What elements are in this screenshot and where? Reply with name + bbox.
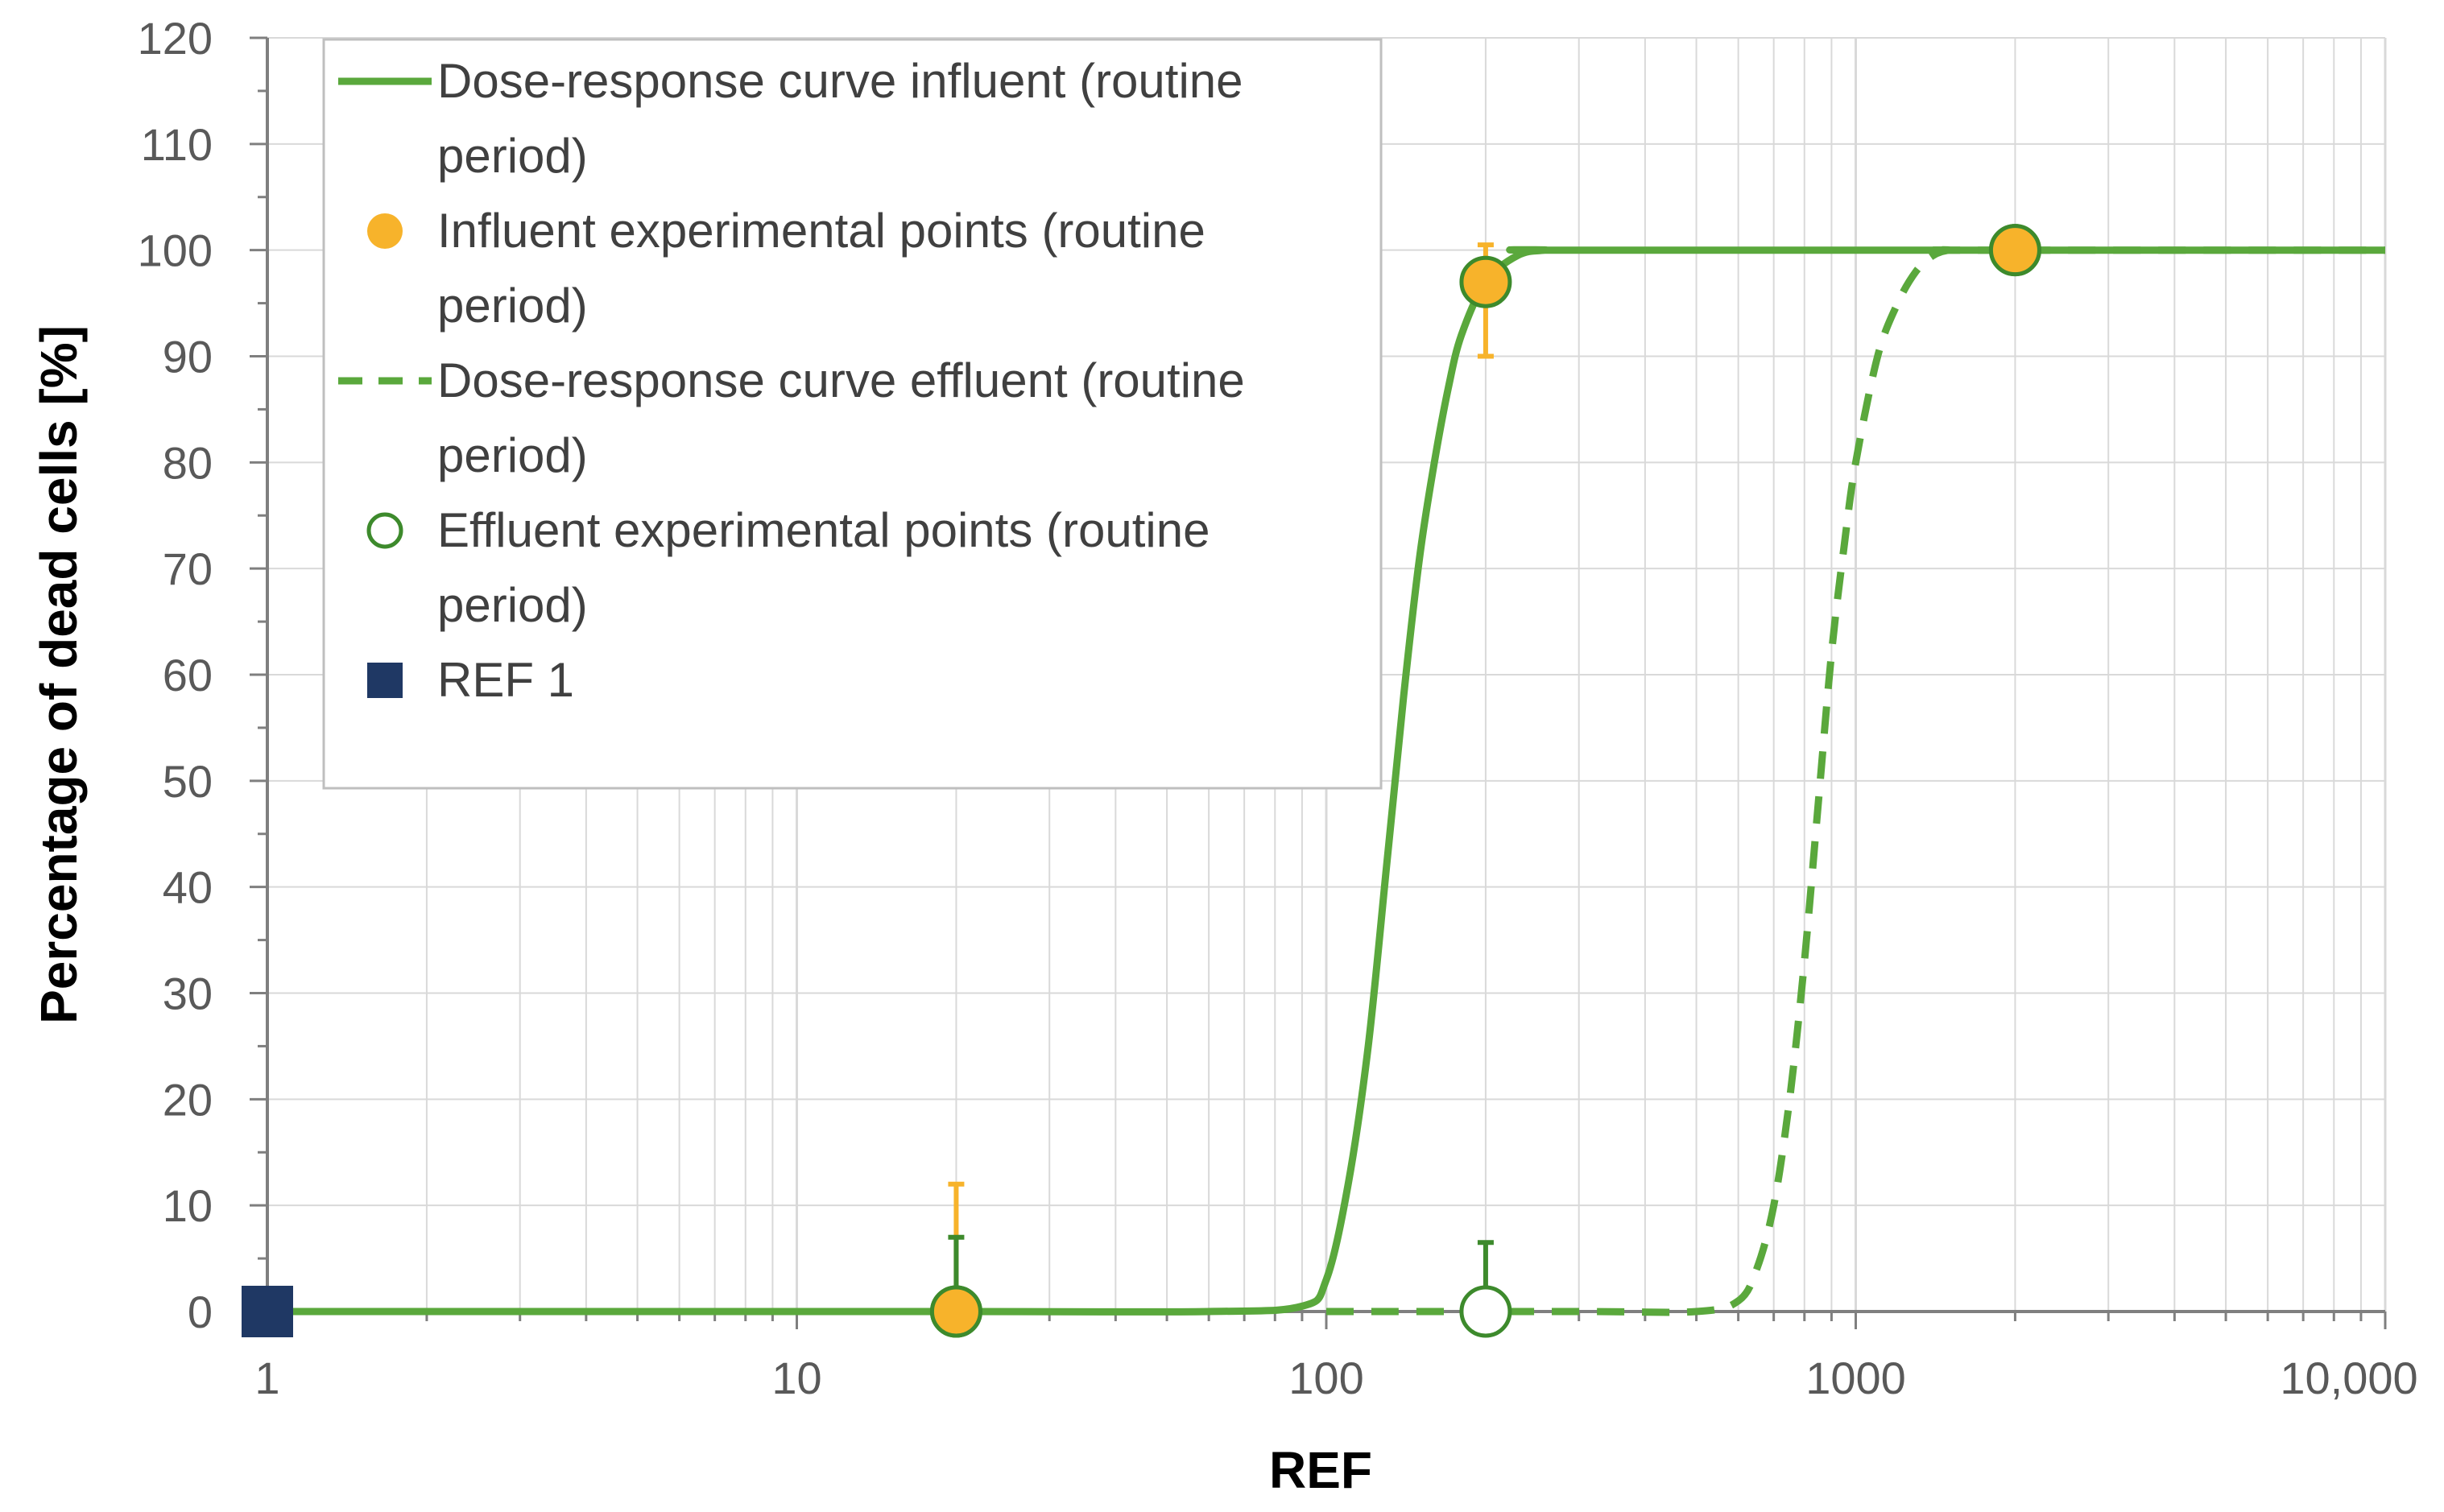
legend-symbol-square: [367, 663, 403, 698]
y-tick-label: 110: [141, 119, 213, 170]
y-tick-label: 0: [188, 1287, 213, 1337]
y-tick-label: 70: [163, 543, 213, 594]
x-tick-label: 1000: [1805, 1353, 1906, 1403]
legend-entry-text: Dose-response curve effluent (routine: [437, 353, 1245, 407]
x-tick-label: 10: [771, 1353, 821, 1403]
y-tick-label: 120: [138, 13, 213, 64]
legend: Dose-response curve influent (routine per…: [322, 38, 1383, 790]
y-tick-label: 40: [163, 862, 213, 913]
legend-box: [322, 38, 1383, 790]
legend-entry-text: Influent experimental points (routine: [437, 204, 1205, 258]
y-axis-title: Percentage of dead cells [%]: [30, 325, 88, 1024]
x-axis-title: REF: [1269, 1441, 1372, 1499]
effluent-point: [1459, 1285, 1512, 1338]
influent-point: [929, 1285, 982, 1338]
x-tick-label: 100: [1288, 1353, 1363, 1403]
influent-curve: [267, 246, 2385, 1316]
series-layer: [242, 224, 2385, 1338]
legend-symbol-filled-circle: [367, 213, 403, 249]
legend-entry-text: period): [437, 279, 588, 333]
y-tick-label: 10: [163, 1180, 213, 1231]
y-tick-label: 30: [163, 969, 213, 1019]
legend-entry-text: period): [437, 578, 588, 632]
ref1-point: [242, 1286, 293, 1337]
legend-entry-text: Dose-response curve influent (routine: [437, 54, 1243, 108]
y-tick-label: 80: [163, 437, 213, 488]
x-tick-label: 10,000: [2280, 1353, 2417, 1403]
x-tick-label: 1: [254, 1353, 279, 1403]
legend-entry-text: period): [437, 428, 588, 482]
influent-point: [1988, 224, 2041, 277]
y-tick-label: 20: [163, 1074, 213, 1125]
y-tick-label: 60: [163, 650, 213, 700]
y-tick-label: 90: [163, 332, 213, 382]
legend-entry-text: period): [437, 129, 588, 183]
effluent-curve: [1326, 246, 2385, 1316]
influent-point: [1459, 255, 1512, 308]
legend-entry-text: REF 1: [437, 653, 574, 707]
y-tick-label: 50: [163, 756, 213, 807]
y-tick-label: 100: [138, 225, 213, 276]
legend-symbol-open-circle: [366, 512, 403, 549]
legend-entry-text: Effluent experimental points (routine: [437, 503, 1210, 557]
